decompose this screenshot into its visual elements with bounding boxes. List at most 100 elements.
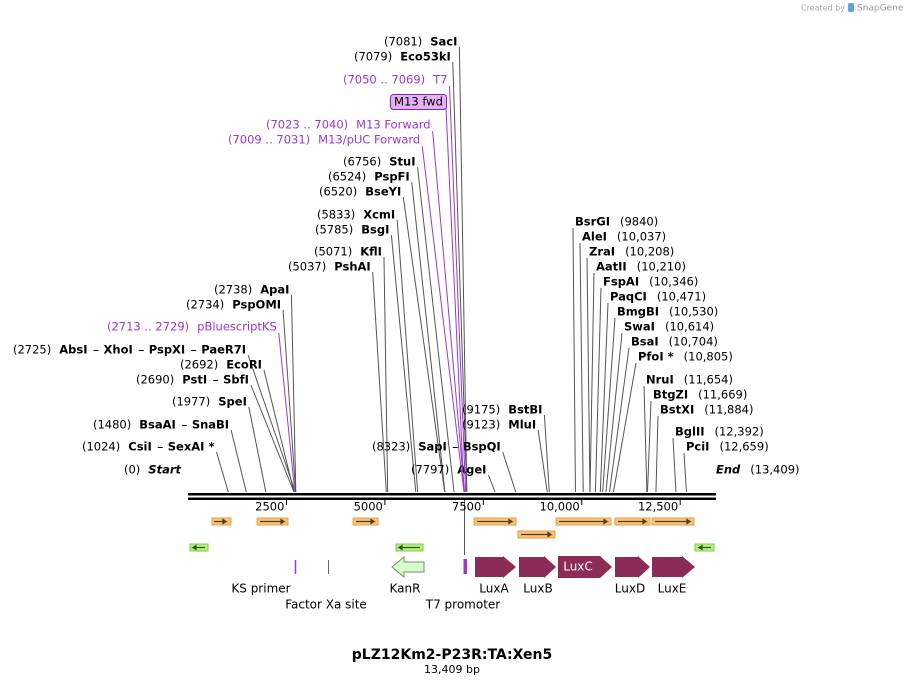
site-line bbox=[452, 61, 468, 493]
primer-range: (2713 .. 2729) bbox=[107, 320, 189, 334]
credit-brand: SnapGene bbox=[857, 4, 904, 14]
enzyme-name: ApaI bbox=[260, 283, 289, 297]
backbone bbox=[188, 497, 716, 500]
site-line bbox=[602, 317, 616, 493]
primer-range: (7009 .. 7031) bbox=[228, 133, 310, 147]
enzyme-name: PspOMI bbox=[232, 298, 281, 312]
enzyme-name: EcoRI bbox=[226, 358, 262, 372]
primer-range: (7023 .. 7040) bbox=[266, 118, 348, 132]
site-line bbox=[248, 406, 267, 493]
feature-label: LuxD bbox=[615, 582, 645, 596]
site-line bbox=[250, 384, 295, 493]
feature-label: Factor Xa site bbox=[285, 598, 367, 612]
site-line bbox=[215, 451, 229, 493]
site-position: (10,530) bbox=[669, 305, 718, 319]
site-line bbox=[543, 414, 550, 493]
lux-arrows bbox=[475, 556, 695, 578]
enzyme-name: CsiI bbox=[128, 440, 152, 454]
enzyme-name: PspXI bbox=[149, 343, 185, 357]
site-line bbox=[282, 309, 297, 493]
site-position: (9840) bbox=[620, 215, 658, 229]
site-position: (1024) bbox=[82, 440, 120, 454]
site-line bbox=[646, 400, 652, 493]
primer-name: M13 Forward bbox=[356, 118, 430, 132]
enzyme-name: Eco53kI bbox=[400, 50, 451, 64]
site-line bbox=[417, 166, 455, 493]
site-line bbox=[608, 347, 630, 493]
site-line bbox=[402, 196, 446, 493]
site-position: (0) bbox=[124, 463, 140, 477]
feature-label: KS primer bbox=[231, 582, 290, 596]
enzyme-name: PaeR7I bbox=[201, 343, 246, 357]
enzyme-name: BsaI bbox=[631, 335, 659, 349]
site-line bbox=[643, 385, 648, 493]
site-position: (1480) bbox=[93, 418, 131, 432]
enzyme-name: NruI bbox=[646, 373, 674, 387]
site-line bbox=[589, 272, 595, 493]
enzyme-name: SapI bbox=[418, 440, 447, 454]
site-line bbox=[488, 474, 496, 493]
site-position: (8323) bbox=[372, 440, 410, 454]
enzyme-name: AleI bbox=[582, 230, 607, 244]
site-line bbox=[655, 415, 659, 493]
subtitle: 13,409 bp bbox=[424, 663, 480, 676]
primer-tag-box bbox=[390, 94, 447, 110]
enzyme-name: BmgBI bbox=[617, 305, 659, 319]
site-position: (11,884) bbox=[704, 403, 753, 417]
enzyme-name: SexAI * bbox=[168, 440, 215, 454]
site-line bbox=[502, 451, 517, 493]
site-line bbox=[458, 46, 468, 493]
site-line bbox=[537, 429, 548, 493]
tick-label: 5000 bbox=[354, 500, 383, 514]
site-position: (2738) bbox=[214, 283, 252, 297]
tick-label: 10,000 bbox=[540, 500, 580, 514]
enzyme-name: AatII bbox=[596, 260, 627, 274]
enzyme-name: BspQI bbox=[463, 440, 501, 454]
site-position: (7797) bbox=[411, 463, 449, 477]
enzyme-name: MluI bbox=[508, 418, 536, 432]
site-position: (9175) bbox=[462, 403, 500, 417]
site-position: (12,659) bbox=[719, 440, 768, 454]
enzyme-name: BsaAI bbox=[139, 418, 176, 432]
kanr-arrow bbox=[391, 555, 425, 579]
site-position: (11,669) bbox=[698, 388, 747, 402]
enzyme-name: PstI bbox=[182, 373, 207, 387]
logo bbox=[848, 3, 854, 12]
feature-label: T7 promoter bbox=[425, 598, 501, 612]
tick-label: 2500 bbox=[255, 500, 284, 514]
site-position: (10,805) bbox=[684, 350, 733, 364]
site-line bbox=[263, 369, 295, 493]
site-position: (2725) bbox=[13, 343, 51, 357]
feature-label: LuxC bbox=[563, 560, 593, 574]
site-position: (10,037) bbox=[617, 230, 666, 244]
site-position: (6520) bbox=[319, 185, 357, 199]
primer-tag: M13 fwd bbox=[394, 95, 443, 109]
primer-name: pBluescriptKS bbox=[197, 320, 277, 334]
site-position: (10,208) bbox=[625, 245, 674, 259]
primer-name: M13/pUC Forward bbox=[318, 133, 420, 147]
tick-label: 7500 bbox=[452, 500, 481, 514]
site-line bbox=[290, 294, 297, 493]
enzyme-name: PfoI * bbox=[638, 350, 674, 364]
site-position: (1977) bbox=[172, 395, 210, 409]
site-line bbox=[683, 452, 687, 493]
site-position: (12,392) bbox=[715, 425, 764, 439]
site-line bbox=[396, 219, 419, 493]
enzyme-name: Start bbox=[148, 463, 181, 477]
enzyme-name: SacI bbox=[430, 35, 457, 49]
site-position: (10,346) bbox=[649, 275, 698, 289]
site-position: (10,471) bbox=[657, 290, 706, 304]
site-position: (2692) bbox=[180, 358, 218, 372]
site-line bbox=[411, 181, 446, 493]
site-position: (13,409) bbox=[750, 463, 799, 477]
site-line bbox=[372, 271, 387, 493]
enzyme-name: KflI bbox=[360, 245, 382, 259]
tick-label: 12,500 bbox=[638, 500, 678, 514]
site-line bbox=[230, 429, 247, 493]
enzyme-name: BtgZI bbox=[653, 388, 688, 402]
primer-range: (7050 .. 7069) bbox=[343, 73, 425, 87]
site-position: (5071) bbox=[314, 245, 352, 259]
enzyme-name: SwaI bbox=[624, 320, 655, 334]
enzyme-name: ZraI bbox=[589, 245, 615, 259]
